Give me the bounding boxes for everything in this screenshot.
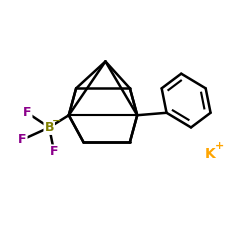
Text: F: F <box>23 106 32 119</box>
Text: B: B <box>44 121 54 134</box>
Text: F: F <box>18 133 26 146</box>
Text: F: F <box>50 146 58 158</box>
Text: +: + <box>214 141 224 151</box>
Text: −: − <box>52 116 61 126</box>
Text: K: K <box>205 147 216 161</box>
